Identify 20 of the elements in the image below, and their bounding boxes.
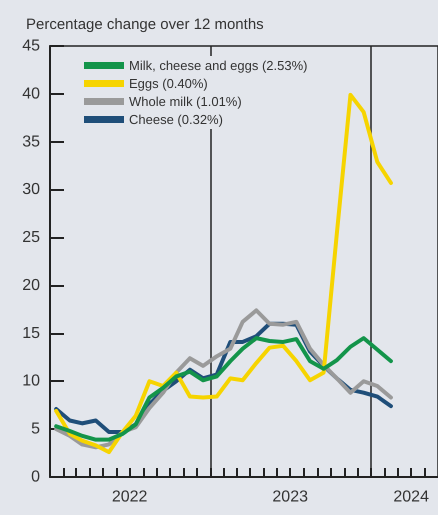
y-tick-label: 0	[31, 468, 40, 486]
line-series	[54, 92, 393, 454]
y-axis-title: Percentage change over 12 months	[26, 16, 264, 33]
legend-label: Milk, cheese and eggs (2.53%)	[129, 58, 308, 73]
x-tick-label: 2023	[272, 488, 308, 506]
y-tick-label: 35	[22, 133, 40, 150]
y-tick-label: 15	[22, 324, 40, 342]
y-tick-label: 30	[22, 181, 40, 198]
legend-label: Eggs (0.40%)	[129, 76, 208, 91]
x-tick-label: 2022	[112, 488, 148, 506]
y-tick-label: 40	[22, 85, 40, 102]
legend-label: Cheese (0.32%)	[129, 112, 223, 127]
line-series	[54, 336, 393, 442]
legend-label: Whole milk (1.01%)	[129, 94, 242, 109]
y-tick-label: 5	[31, 420, 40, 438]
y-tick-label: 20	[22, 276, 40, 294]
x-tick-label: 2024	[393, 488, 430, 506]
y-tick-label: 10	[22, 372, 40, 390]
y-tick-label: 25	[22, 229, 40, 246]
y-tick-label: 45	[22, 38, 40, 54]
